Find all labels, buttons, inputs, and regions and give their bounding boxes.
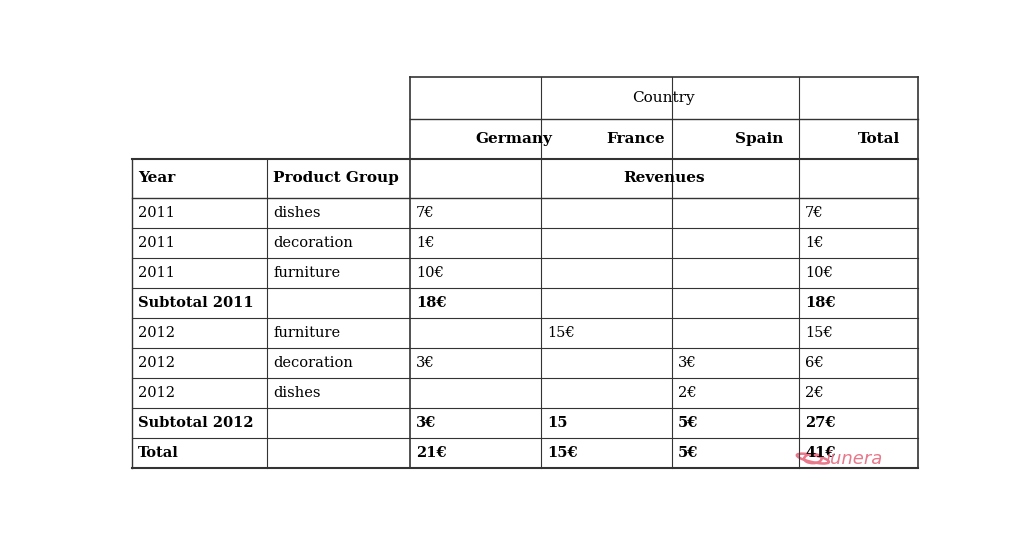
Text: decoration: decoration [273,236,353,250]
Text: 2011: 2011 [138,266,175,280]
Text: Total: Total [138,446,179,460]
Text: 41€: 41€ [805,446,836,460]
Text: 1€: 1€ [416,236,434,250]
Text: 2011: 2011 [138,236,175,250]
Text: 10€: 10€ [805,266,833,280]
Text: 15€: 15€ [547,446,578,460]
Text: 3€: 3€ [678,356,696,370]
Text: 2€: 2€ [678,386,696,400]
Text: 18€: 18€ [805,296,836,310]
Text: 15€: 15€ [547,326,574,340]
Text: dishes: dishes [273,206,321,220]
Text: 2€: 2€ [805,386,823,400]
Text: 21€: 21€ [416,446,446,460]
Text: 7€: 7€ [805,206,823,220]
Text: 2012: 2012 [138,386,175,400]
Text: 15€: 15€ [805,326,833,340]
Text: Germany: Germany [475,132,552,146]
Text: 10€: 10€ [416,266,444,280]
Text: 27€: 27€ [805,416,836,430]
Text: Year: Year [138,171,175,186]
Text: furniture: furniture [273,266,340,280]
Text: Total: Total [858,132,900,146]
Text: 5€: 5€ [678,446,698,460]
Text: 1€: 1€ [805,236,823,250]
Text: decoration: decoration [273,356,353,370]
Text: 3€: 3€ [416,356,435,370]
Text: 2011: 2011 [138,206,175,220]
Text: Subtotal 2012: Subtotal 2012 [138,416,254,430]
Text: 7€: 7€ [416,206,435,220]
Text: furniture: furniture [273,326,340,340]
Text: iunera: iunera [825,450,883,467]
Text: 18€: 18€ [416,296,446,310]
Text: 6€: 6€ [805,356,823,370]
Text: 15: 15 [547,416,567,430]
Text: Revenues: Revenues [623,171,705,186]
Text: dishes: dishes [273,386,321,400]
Text: France: France [606,132,665,146]
Text: Spain: Spain [735,132,783,146]
Text: 2012: 2012 [138,326,175,340]
Text: 3€: 3€ [416,416,436,430]
Text: 5€: 5€ [678,416,698,430]
Text: Subtotal 2011: Subtotal 2011 [138,296,254,310]
Text: Country: Country [633,91,695,105]
Text: 2012: 2012 [138,356,175,370]
Text: Product Group: Product Group [273,171,399,186]
